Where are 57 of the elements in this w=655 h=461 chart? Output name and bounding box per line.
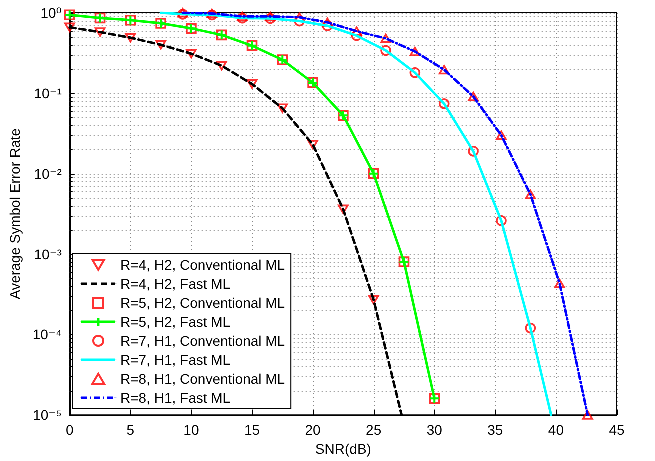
point — [351, 26, 362, 36]
point — [125, 33, 136, 43]
point — [410, 46, 421, 56]
point — [496, 130, 507, 140]
point — [237, 12, 248, 24]
legend-label: R=5, H2, Fast ML — [120, 314, 231, 330]
legend-label: R=5, H2, Conventional ML — [120, 295, 286, 311]
point — [582, 410, 594, 420]
point — [94, 28, 106, 38]
y-tick-label: 10⁻⁵ — [33, 407, 62, 424]
legend-label: R=4, H2, Fast ML — [120, 276, 231, 292]
y-tick-label: 10⁻⁴ — [32, 326, 62, 343]
point — [64, 22, 76, 32]
point — [380, 45, 392, 56]
point — [525, 322, 536, 334]
y-tick-label: 10⁻¹ — [34, 85, 62, 102]
point — [216, 61, 228, 71]
legend-label: R=8, H1, Conventional ML — [120, 371, 286, 387]
point — [277, 104, 288, 114]
point — [186, 49, 197, 59]
point — [438, 65, 450, 75]
point — [468, 146, 479, 157]
x-tick-label: 35 — [488, 422, 504, 438]
point — [410, 67, 421, 78]
x-tick-label: 30 — [426, 422, 443, 438]
x-axis-title: SNR(dB) — [315, 441, 372, 457]
legend-label: R=8, H1, Fast ML — [120, 390, 231, 406]
x-tick-label: 25 — [366, 422, 382, 438]
x-tick-label: 10 — [184, 422, 200, 438]
point — [338, 204, 349, 214]
x-tick-label: 45 — [609, 422, 625, 438]
point — [351, 30, 362, 42]
x-tick-label: 0 — [66, 422, 74, 438]
point — [246, 80, 258, 89]
point — [265, 12, 276, 22]
y-tick-label: 10⁻³ — [34, 246, 62, 262]
point — [496, 215, 507, 226]
point — [237, 12, 248, 22]
point — [206, 10, 218, 21]
legend-label: R=7, H1, Conventional ML — [120, 333, 286, 349]
x-tick-label: 15 — [244, 422, 260, 438]
x-tick-label: 40 — [548, 422, 564, 438]
y-tick-label: 10⁰ — [40, 5, 62, 21]
point — [468, 92, 479, 102]
point — [308, 140, 318, 150]
point — [368, 295, 380, 305]
point — [525, 190, 536, 200]
point — [156, 40, 166, 50]
x-tick-label: 20 — [305, 422, 322, 438]
point — [380, 34, 392, 44]
legend-label: R=4, H2, Conventional ML — [120, 257, 286, 273]
legend-label: R=7, H1, Fast ML — [120, 352, 231, 368]
x-tick-label: 5 — [126, 422, 135, 438]
point — [554, 279, 566, 288]
point — [438, 98, 450, 110]
y-tick-label: 10⁻² — [34, 166, 62, 182]
y-axis-title: Average Symbol Error Rate — [7, 128, 23, 300]
